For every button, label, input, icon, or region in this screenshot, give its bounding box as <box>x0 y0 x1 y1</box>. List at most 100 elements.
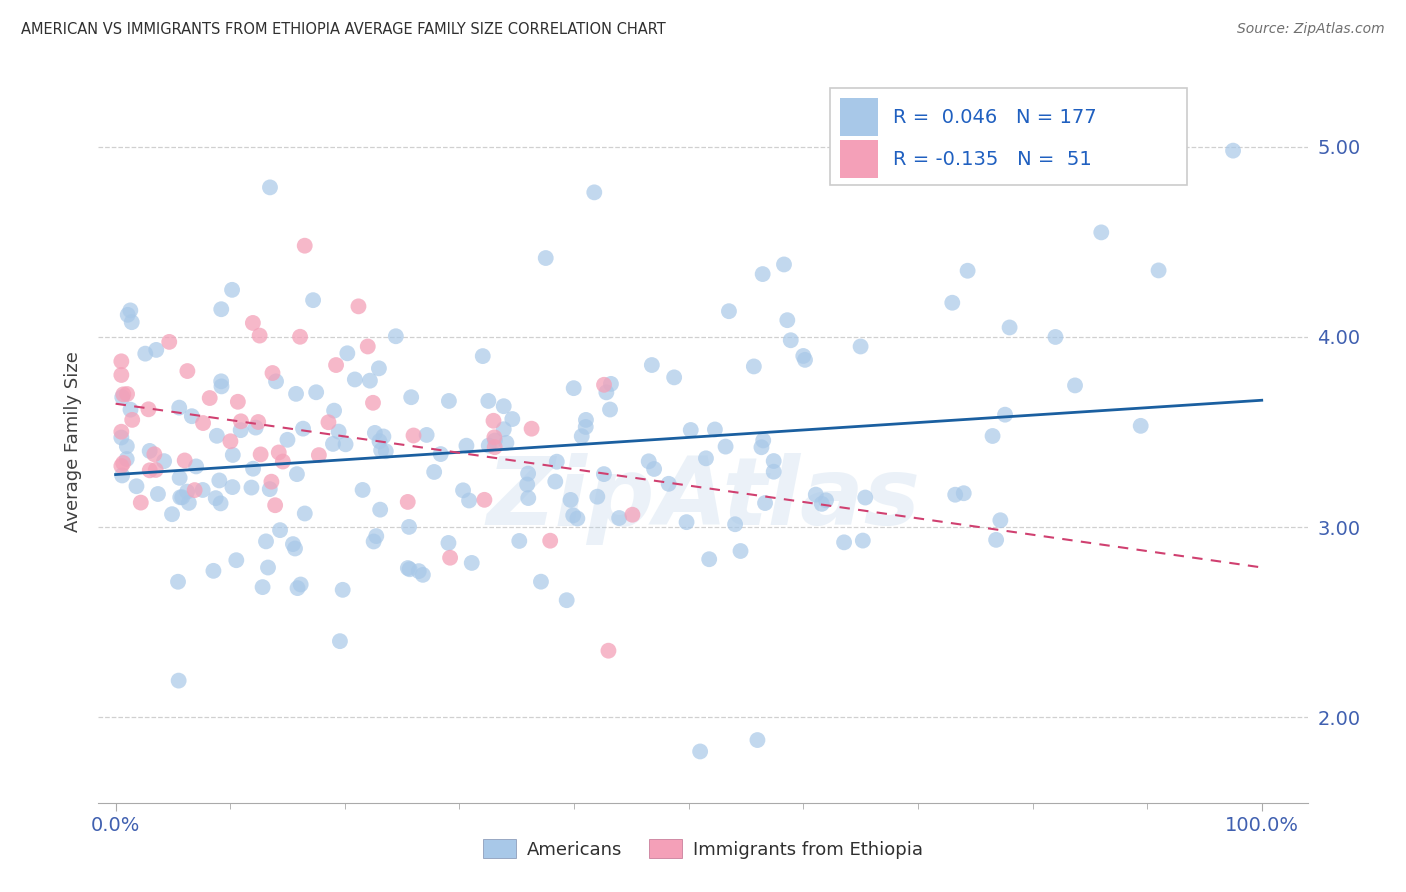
Point <box>396 561 419 575</box>
Point <box>423 465 446 479</box>
Point <box>146 487 169 501</box>
Point <box>792 349 814 363</box>
Point <box>229 414 252 428</box>
Point <box>1064 378 1087 392</box>
Point <box>717 304 740 318</box>
Point <box>461 556 484 570</box>
Point <box>562 508 585 523</box>
Point <box>607 511 630 525</box>
Point <box>689 744 711 758</box>
Point <box>853 491 876 505</box>
Point <box>198 391 221 405</box>
Point <box>679 423 702 437</box>
Point <box>208 474 231 488</box>
Point <box>762 465 785 479</box>
Point <box>117 308 139 322</box>
Point <box>943 488 966 502</box>
Point <box>641 358 664 372</box>
Point <box>730 544 752 558</box>
Point <box>456 439 478 453</box>
Point <box>121 413 143 427</box>
Point <box>482 414 505 428</box>
Text: AMERICAN VS IMMIGRANTS FROM ETHIOPIA AVERAGE FAMILY SIZE CORRELATION CHART: AMERICAN VS IMMIGRANTS FROM ETHIOPIA AVE… <box>21 22 666 37</box>
Point <box>794 352 817 367</box>
Point <box>662 370 685 384</box>
Point <box>368 502 391 516</box>
Point <box>294 507 316 521</box>
Point <box>575 413 598 427</box>
Point <box>112 387 135 401</box>
Point <box>994 408 1017 422</box>
Point <box>262 366 284 380</box>
Point <box>598 643 620 657</box>
Point <box>396 495 419 509</box>
Point <box>751 440 773 454</box>
Point <box>714 440 737 454</box>
Point <box>284 541 307 556</box>
Point <box>747 733 769 747</box>
Point <box>259 180 281 194</box>
Point <box>385 329 408 343</box>
Point <box>981 429 1004 443</box>
Point <box>180 409 202 424</box>
Point <box>988 513 1011 527</box>
Point <box>249 328 271 343</box>
Point <box>318 415 340 429</box>
Point <box>437 394 460 409</box>
Point <box>560 492 582 507</box>
Point <box>294 238 316 252</box>
Point <box>530 574 553 589</box>
Point <box>157 334 180 349</box>
Point <box>169 471 191 485</box>
Point <box>191 483 214 497</box>
Point <box>240 481 263 495</box>
Point <box>167 401 190 415</box>
Point <box>226 394 249 409</box>
Point <box>183 483 205 497</box>
Point <box>322 437 344 451</box>
Point <box>451 483 474 498</box>
Point <box>209 496 232 510</box>
Point <box>352 483 374 497</box>
Point <box>776 313 799 327</box>
Point <box>172 490 194 504</box>
Point <box>115 387 138 401</box>
Point <box>575 420 598 434</box>
Point <box>247 415 270 429</box>
Point <box>260 475 283 489</box>
Point <box>143 447 166 461</box>
Point <box>366 529 388 543</box>
Point <box>458 493 481 508</box>
Point <box>254 534 277 549</box>
Point <box>115 452 138 467</box>
Point <box>517 467 540 481</box>
Point <box>259 482 281 496</box>
Point <box>1222 144 1244 158</box>
Point <box>544 475 567 489</box>
Point <box>167 574 190 589</box>
Point <box>242 316 264 330</box>
Point <box>249 447 271 461</box>
Point <box>956 264 979 278</box>
Point <box>484 430 506 444</box>
Point <box>779 333 801 347</box>
Point <box>1045 330 1067 344</box>
Point <box>209 302 232 317</box>
Point <box>941 295 963 310</box>
Point <box>357 339 380 353</box>
Point <box>368 434 391 449</box>
Point <box>323 403 346 417</box>
Point <box>120 303 142 318</box>
Point <box>332 582 354 597</box>
Point <box>328 425 350 439</box>
Point <box>205 429 228 443</box>
Point <box>437 536 460 550</box>
Point <box>129 495 152 509</box>
Point <box>204 491 226 505</box>
Bar <box>839 98 879 136</box>
Point <box>402 428 425 442</box>
Point <box>359 374 381 388</box>
Point <box>408 564 430 578</box>
Point <box>145 343 167 357</box>
Point <box>852 533 875 548</box>
